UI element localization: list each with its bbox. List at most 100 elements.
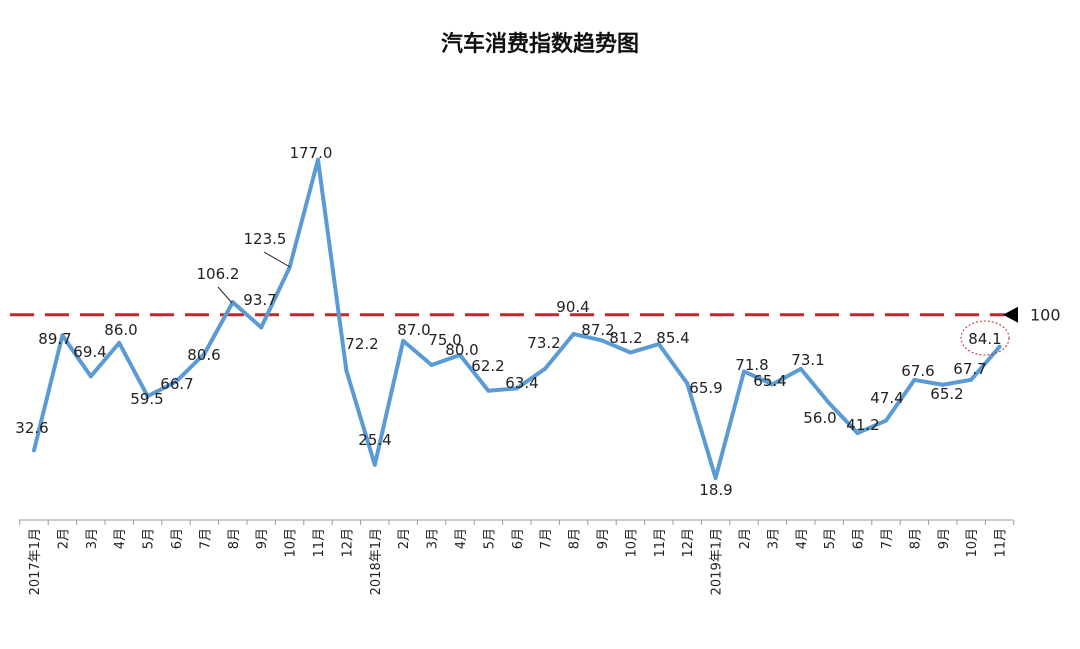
data-label: 18.9: [699, 481, 732, 499]
data-point: [742, 369, 746, 374]
x-tick-label: 7月: [539, 528, 554, 549]
data-point: [827, 401, 832, 406]
data-point: [202, 351, 207, 356]
data-point: [997, 344, 1002, 349]
data-point: [685, 381, 690, 386]
x-tick-label: 3月: [426, 528, 441, 549]
data-label: 86.0: [104, 321, 137, 339]
data-label: 73.1: [791, 351, 824, 369]
x-tick-label: 2018年1月: [369, 528, 384, 595]
data-point: [656, 342, 661, 347]
data-point: [88, 374, 93, 379]
data-point: [174, 379, 178, 384]
data-point: [884, 418, 888, 423]
x-tick-label: 11月: [312, 528, 327, 558]
data-point: [798, 366, 803, 371]
x-tick-label: 12月: [681, 528, 696, 558]
x-tick-label: 6月: [170, 528, 185, 549]
x-tick-label: 8月: [908, 528, 923, 549]
leader-line: [263, 251, 291, 268]
data-point: [316, 157, 320, 162]
data-point: [770, 382, 775, 387]
x-tick-label: 4月: [113, 528, 128, 549]
data-point: [855, 431, 860, 436]
x-tick-label: 5月: [823, 528, 838, 549]
x-tick-label: 11月: [994, 528, 1009, 558]
x-tick-label: 4月: [795, 528, 810, 549]
x-tick-label: 7月: [198, 528, 213, 549]
x-tick-label: 8月: [227, 528, 242, 549]
reference-arrow-icon: [1003, 306, 1018, 323]
data-label: 47.4: [870, 389, 903, 407]
x-tick-label: 9月: [255, 528, 270, 549]
data-point: [32, 448, 36, 453]
x-tick-label: 5月: [142, 528, 157, 549]
x-tick-label: 10月: [624, 528, 639, 558]
x-tick-label: 11月: [653, 528, 668, 558]
data-label: 25.4: [358, 431, 391, 449]
x-tick-label: 2017年1月: [28, 528, 43, 595]
data-point: [117, 340, 122, 345]
x-tick-label: 5月: [482, 528, 497, 549]
data-label: 85.4: [656, 329, 689, 347]
x-tick-label: 12月: [340, 528, 355, 558]
data-label: 80.0: [445, 341, 478, 359]
data-label: 66.7: [160, 375, 193, 393]
data-label: 63.4: [505, 374, 538, 392]
data-point: [514, 386, 519, 391]
data-label: 93.7: [243, 291, 276, 309]
x-tick-label: 6月: [852, 528, 867, 549]
data-label: 84.1: [968, 330, 1001, 348]
data-label: 41.2: [846, 416, 879, 434]
data-label: 73.2: [527, 334, 560, 352]
x-tick-label: 10月: [284, 528, 299, 558]
x-tick-label: 8月: [568, 528, 583, 549]
x-tick-label: 2019年1月: [710, 528, 725, 595]
data-label: 59.5: [130, 390, 163, 408]
data-label: 89.7: [38, 330, 71, 348]
x-tick-label: 9月: [937, 528, 952, 549]
data-label: 65.2: [930, 385, 963, 403]
data-label: 32.6: [15, 419, 48, 437]
x-tick-label: 2月: [738, 528, 753, 549]
data-label: 72.2: [345, 335, 378, 353]
reference-label: 100: [1030, 306, 1061, 325]
data-point: [429, 363, 434, 368]
leader-line: [217, 286, 233, 304]
data-point: [344, 368, 349, 373]
data-label: 75.0: [428, 331, 461, 349]
data-point: [372, 462, 377, 467]
x-tick-label: 3月: [85, 528, 100, 549]
data-label: 80.6: [187, 346, 220, 364]
data-point: [571, 332, 576, 337]
data-label: 67.6: [901, 362, 934, 380]
x-tick-label: 7月: [880, 528, 895, 549]
data-label: 67.7: [953, 360, 986, 378]
data-point: [713, 475, 718, 480]
data-point: [259, 325, 264, 330]
data-label: 65.4: [753, 372, 786, 390]
x-tick-label: 3月: [766, 528, 781, 549]
data-point: [969, 377, 974, 382]
data-label: 106.2: [197, 265, 240, 283]
x-tick-label: 9月: [596, 528, 611, 549]
data-point: [60, 333, 65, 338]
highlight-circle: [960, 320, 1010, 356]
chart-title: 汽车消费指数趋势图: [440, 32, 639, 57]
x-tick-label: 2月: [56, 528, 71, 549]
data-point: [401, 338, 406, 343]
data-label: 71.8: [735, 356, 768, 374]
data-label: 87.2: [581, 321, 614, 339]
data-label: 65.9: [689, 379, 722, 397]
data-label: 62.2: [471, 357, 504, 375]
x-tick-label: 2月: [397, 528, 412, 549]
data-point: [628, 350, 633, 355]
data-point: [543, 366, 548, 371]
data-label: 81.2: [609, 329, 642, 347]
data-point: [600, 338, 604, 343]
data-point: [458, 352, 462, 357]
data-label: 177.0: [290, 144, 333, 162]
data-label: 69.4: [73, 343, 106, 361]
data-point: [940, 382, 945, 387]
